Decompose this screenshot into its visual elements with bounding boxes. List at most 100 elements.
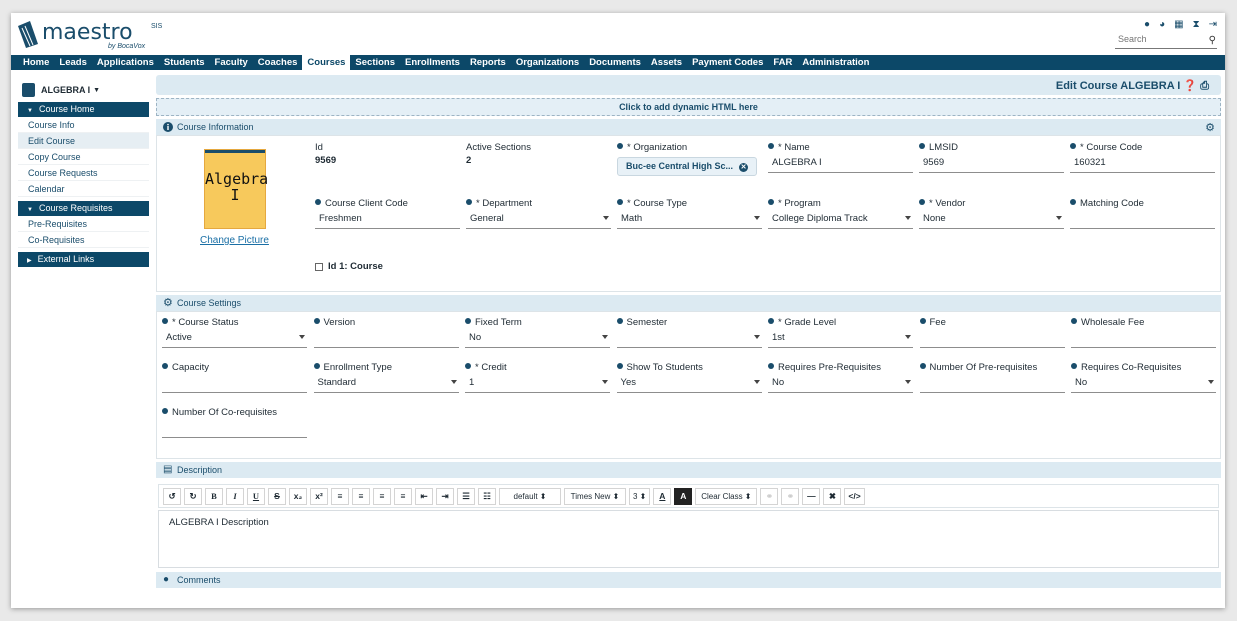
bullet-list-button[interactable]: ☰: [457, 487, 475, 505]
enrollment-type-select[interactable]: Standard: [313, 375, 459, 393]
sidebar-item-edit-course[interactable]: Edit Course: [18, 133, 149, 149]
horizontal-rule-button[interactable]: —: [802, 487, 821, 505]
chevron-down-icon: [905, 380, 911, 384]
nav-item-administration[interactable]: Administration: [802, 57, 870, 68]
hourglass-icon[interactable]: ⧗: [1192, 19, 1200, 30]
requires-pre-requisites-select[interactable]: No: [768, 375, 913, 393]
superscript-button[interactable]: x²: [310, 487, 328, 505]
size-select[interactable]: 3 ⬍: [629, 487, 651, 505]
client-code-input[interactable]: Freshmen: [315, 211, 460, 229]
font-color-button[interactable]: A: [653, 487, 672, 505]
user-icon[interactable]: ●: [1144, 19, 1151, 30]
clear-class-select[interactable]: Clear Class ⬍: [695, 487, 758, 505]
lmsid-label-text: LMSID: [929, 142, 959, 153]
align-center-button[interactable]: ≡: [352, 487, 370, 505]
header: maestro SIS by BocaVox ● ◕ ▦ ⧗ ⇥ ⚲: [11, 13, 1225, 55]
id-course-checkbox[interactable]: Id 1: Course: [315, 261, 383, 272]
highlight-button[interactable]: A: [674, 487, 693, 505]
program-select[interactable]: College Diploma Track: [768, 211, 913, 229]
align-left-button[interactable]: ≡: [331, 487, 349, 505]
checkbox-box[interactable]: [315, 262, 323, 271]
format-select[interactable]: default ⬍: [499, 487, 561, 505]
unlink-button[interactable]: ⚭: [781, 487, 800, 505]
indent-button[interactable]: ⇥: [436, 487, 454, 505]
description-editor[interactable]: ALGEBRA I Description: [158, 510, 1219, 568]
lmsid-input[interactable]: 9569: [919, 155, 1064, 173]
nav-item-home[interactable]: Home: [23, 57, 50, 68]
gear-icon[interactable]: ⚙: [1205, 122, 1215, 134]
nav-item-far[interactable]: FAR: [773, 57, 793, 68]
close-icon[interactable]: ✕: [739, 163, 749, 172]
sidebar-item-calendar[interactable]: Calendar: [18, 181, 149, 197]
nav-item-enrollments[interactable]: Enrollments: [405, 57, 460, 68]
source-code-button[interactable]: </>: [844, 487, 865, 505]
grade-level-select[interactable]: 1st: [768, 330, 913, 348]
link-button[interactable]: ⚭: [760, 487, 779, 505]
fee-input[interactable]: [919, 330, 1065, 348]
field-label: * Course Status: [162, 317, 307, 330]
organization-chip[interactable]: Buc-ee Central High Sc... ✕: [617, 157, 758, 176]
sidebar-item-pre-requisites[interactable]: Pre-Requisites: [18, 216, 149, 232]
capacity-input[interactable]: [162, 375, 307, 393]
nav-item-students[interactable]: Students: [163, 57, 205, 68]
nav-item-assets[interactable]: Assets: [650, 57, 683, 68]
outdent-button[interactable]: ⇤: [415, 487, 433, 505]
italic-button[interactable]: I: [226, 487, 244, 505]
underline-button[interactable]: U: [247, 487, 265, 505]
redo-button[interactable]: ↻: [184, 487, 202, 505]
sidebar-item-co-requisites[interactable]: Co-Requisites: [18, 232, 149, 248]
sidebar-item-course-requests[interactable]: Course Requests: [18, 165, 149, 181]
course-status-select[interactable]: Active: [162, 330, 307, 348]
font-select[interactable]: Times New ⬍: [564, 487, 626, 505]
dynamic-html-area[interactable]: Click to add dynamic HTML here: [156, 98, 1221, 116]
number-of-pre-requisites-input[interactable]: [919, 375, 1065, 393]
search-icon[interactable]: ⚲: [1208, 35, 1216, 46]
sidebar-item-course-info[interactable]: Course Info: [18, 117, 149, 133]
nav-item-organizations[interactable]: Organizations: [515, 57, 580, 68]
change-picture-link[interactable]: Change Picture: [200, 235, 269, 246]
nav-item-coaches[interactable]: Coaches: [257, 57, 298, 68]
version-input[interactable]: [313, 330, 459, 348]
remove-format-button[interactable]: ✖: [823, 487, 842, 505]
credit-select[interactable]: 1: [465, 375, 610, 393]
sidebar-group-requisites[interactable]: ▼ Course Requisites: [18, 201, 149, 216]
nav-item-applications[interactable]: Applications: [96, 57, 154, 68]
sign-out-icon[interactable]: ⇥: [1208, 19, 1217, 30]
nav-item-reports[interactable]: Reports: [469, 57, 506, 68]
nav-item-faculty[interactable]: Faculty: [214, 57, 248, 68]
subscript-button[interactable]: x₂: [289, 487, 307, 505]
undo-button[interactable]: ↺: [163, 487, 181, 505]
nav-item-documents[interactable]: Documents: [589, 57, 641, 68]
matching-code-input[interactable]: [1070, 211, 1215, 229]
nav-item-sections[interactable]: Sections: [355, 57, 396, 68]
sidebar-item-copy-course[interactable]: Copy Course: [18, 149, 149, 165]
help-icon[interactable]: ❓: [1183, 80, 1198, 92]
fixed-term-select[interactable]: No: [465, 330, 610, 348]
strikethrough-button[interactable]: S: [268, 487, 286, 505]
course-code-input[interactable]: 160321: [1070, 155, 1215, 173]
nav-item-courses[interactable]: Courses: [302, 55, 351, 70]
requires-co-requisites-select[interactable]: No: [1071, 375, 1216, 393]
sidebar-group-external-links[interactable]: ▶ External Links: [18, 252, 149, 267]
show-to-students-select[interactable]: Yes: [616, 375, 762, 393]
calendar-icon[interactable]: ▦: [1174, 19, 1184, 30]
department-select[interactable]: General: [466, 211, 611, 229]
course-type-select[interactable]: Math: [617, 211, 762, 229]
number-of-co-requisites-input[interactable]: [162, 420, 307, 438]
numbered-list-button[interactable]: ☷: [478, 487, 496, 505]
bold-button[interactable]: B: [205, 487, 223, 505]
name-input[interactable]: ALGEBRA I: [768, 155, 913, 173]
search-input[interactable]: [1115, 34, 1201, 44]
vendor-select[interactable]: None: [919, 211, 1064, 229]
align-right-button[interactable]: ≡: [373, 487, 391, 505]
wholesale-fee-input[interactable]: [1071, 330, 1216, 348]
semester-select[interactable]: [616, 330, 762, 348]
chart-pie-icon[interactable]: ◕: [1159, 19, 1166, 30]
maestro-logo[interactable]: maestro SIS by BocaVox: [16, 18, 166, 50]
sidebar-course-title[interactable]: ALGEBRA I ▼: [18, 82, 149, 98]
nav-item-payment-codes[interactable]: Payment Codes: [692, 57, 764, 68]
justify-button[interactable]: ≡: [394, 487, 412, 505]
nav-item-leads[interactable]: Leads: [59, 57, 87, 68]
sidebar-group-course-home[interactable]: ▼ Course Home: [18, 102, 149, 117]
print-icon[interactable]: ⎙: [1200, 80, 1209, 92]
